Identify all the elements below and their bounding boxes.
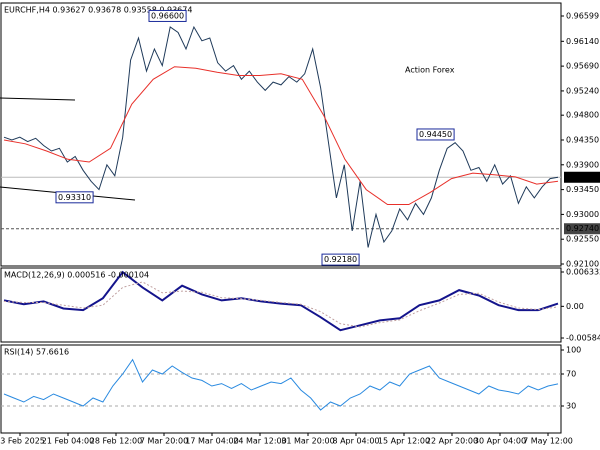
y-tick-label: 0.95690 [566,62,599,71]
x-tick-label: 7 May 12:00 [523,437,573,446]
price-label-box [416,128,455,141]
y-tick-label: 0.93000 [566,210,599,219]
price-label-box [564,223,600,235]
trendline [0,97,76,101]
price-label-box [321,253,360,266]
series-line [3,270,559,332]
y-tick-label: 0.93900 [566,160,599,169]
series-line [3,66,559,205]
x-tick-label: 31 Mar 20:00 [281,437,334,446]
panel-title: RSI(14) 57.6616 [4,348,69,357]
x-tick-label: 15 Apr 12:00 [378,437,430,446]
x-tick-label: 13 Feb 2025 [0,437,45,446]
y-tick-label: 0.96140 [566,37,599,46]
x-tick-label: 30 Apr 04:00 [474,437,526,446]
y-tick-label: 70 [566,370,576,379]
price-label: 0.96600 [151,11,184,20]
x-tick-label: 22 Apr 20:00 [426,437,478,446]
series-line [3,358,559,411]
panel-title: MACD(12,26,9) 0.000516 -0.000104 [4,271,149,280]
y-tick-label: 0.00 [566,302,584,311]
y-tick-label: 0.92100 [566,260,599,269]
y-tick-label: 100 [566,346,581,355]
y-tick-label: 0.95240 [566,86,599,95]
x-tick-label: 24 Mar 12:00 [233,437,286,446]
x-tick-label: 28 Feb 12:00 [90,437,142,446]
y-tick-label: 0.96599 [566,12,599,21]
panel-frame [0,2,562,267]
price-label-box [55,191,94,204]
x-tick-label: 8 Apr 04:00 [332,437,379,446]
price-label: 0.94450 [419,130,452,139]
price-label: 0.92740 [566,224,599,233]
x-tick-label: 21 Feb 04:00 [42,437,94,446]
y-tick-label: 0.92550 [566,235,599,244]
y-tick-label: -0.005845 [566,334,600,343]
y-tick-label: 0.94350 [566,135,599,144]
price-label: 0.92180 [324,255,357,264]
price-label-box [148,9,187,22]
y-tick-label: 0.94800 [566,111,599,120]
panel-frame [0,344,562,434]
y-tick-label: 30 [566,402,576,411]
x-tick-label: 7 Mar 20:00 [140,437,188,446]
price-label: 0.93674 [566,173,599,182]
series-line [3,281,559,328]
y-tick-label: 0.93450 [566,185,599,194]
panel-title: EURCHF,H4 0.93627 0.93678 0.93558 0.9367… [4,6,192,15]
series-line [3,25,559,248]
panel-frame [0,267,562,343]
y-tick-label: 0.006332 [566,268,600,277]
price-label: 0.93310 [58,193,91,202]
watermark: Action Forex [405,66,455,75]
price-label-box [564,171,600,183]
x-tick-label: 17 Mar 04:00 [185,437,238,446]
